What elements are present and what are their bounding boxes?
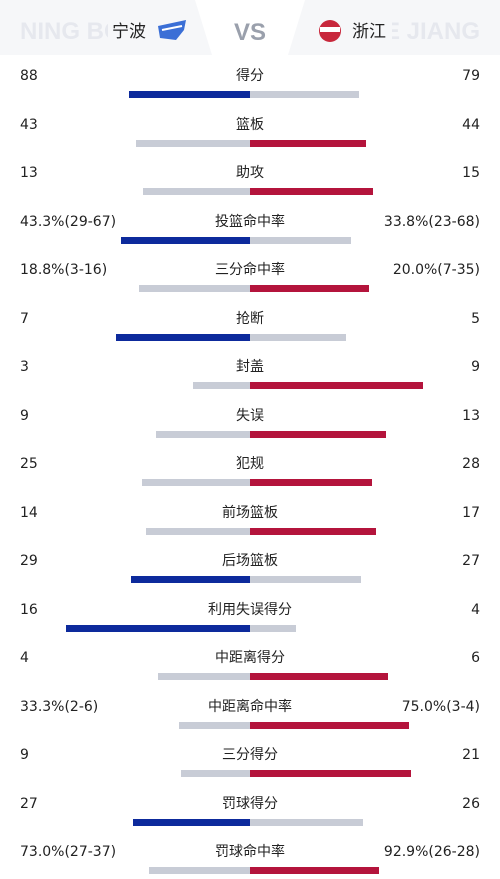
stat-label: 中距离得分: [215, 650, 285, 666]
away-value: 9: [471, 359, 480, 375]
home-value: 13: [20, 165, 38, 181]
vs: VS: [234, 19, 266, 46]
away-value: 17: [462, 504, 480, 521]
home-bar: [115, 333, 250, 341]
away-value: 75.0%(3-4): [401, 698, 480, 715]
home-name-bg: [108, 18, 152, 44]
away-bar: [250, 188, 374, 195]
away-bar: [250, 236, 351, 244]
home-value: 18.8%(3-16): [20, 262, 108, 278]
home-value: 3: [20, 359, 29, 375]
home-value: 29: [20, 553, 38, 569]
home-value: 43: [20, 116, 38, 133]
away-bar: [250, 91, 359, 98]
away-bar: [250, 333, 346, 341]
away-bar: [250, 139, 367, 147]
stat-label: 中距离命中率: [208, 698, 292, 715]
stat-label: 三分命中率: [215, 262, 285, 278]
home-value: 9: [20, 407, 29, 424]
stat-label: 利用失误得分: [208, 601, 292, 618]
home-value: 14: [20, 504, 38, 521]
home-value: 88: [20, 68, 38, 84]
stat-label: 后场篮板: [222, 553, 278, 569]
home-bar: [158, 673, 250, 680]
away-value: 28: [462, 456, 480, 472]
home-value: 9: [20, 747, 29, 763]
home-bar: [146, 527, 250, 535]
home-bg-text: NING BO: [20, 18, 123, 45]
away-bar: [250, 721, 410, 729]
stat-label: 犯规: [236, 456, 264, 472]
away-bar: [250, 818, 363, 826]
home-bar: [120, 236, 250, 244]
away-value: 27: [462, 553, 480, 569]
home-value: 16: [20, 601, 38, 618]
home-panel: [0, 0, 212, 55]
away-bar: [250, 430, 386, 438]
away-value: 26: [462, 795, 480, 812]
away-bar: [250, 382, 423, 389]
home-bar: [130, 576, 250, 583]
home-bar: [143, 188, 250, 195]
home-logo: [158, 20, 186, 40]
away-bar: [250, 285, 369, 292]
away-bar: [250, 673, 388, 680]
header: NING BO ZHE JIANG 宁波 VS 浙江: [0, 0, 500, 55]
home-value: 33.3%(2-6): [20, 698, 99, 715]
away-value: 15: [462, 165, 480, 181]
stat-label: 罚球命中率: [215, 844, 285, 860]
home-value: 7: [20, 310, 29, 327]
home-value: 4: [20, 650, 29, 666]
away-value: 13: [462, 407, 480, 424]
stat-label: 助攻: [236, 165, 264, 181]
away-value: 21: [462, 747, 480, 763]
stat-label: 三分得分: [222, 747, 278, 763]
away-bar: [250, 624, 296, 632]
away-value: 92.9%(26-28): [383, 844, 480, 860]
home-value: 27: [20, 795, 38, 812]
home-value: 73.0%(27-37): [20, 844, 117, 860]
home-value: 25: [20, 456, 38, 472]
away-value: 6: [471, 650, 480, 666]
stat-label: 失误: [236, 407, 264, 424]
home-bar: [132, 818, 250, 826]
home-bar: [181, 770, 250, 777]
away-value: 4: [471, 601, 480, 618]
away-bar: [250, 576, 361, 583]
home-value: 43.3%(29-67): [20, 213, 117, 230]
away-logo: [319, 20, 341, 42]
home-name: 宁波: [112, 22, 146, 42]
stat-label: 抢断: [236, 310, 264, 327]
away-name: 浙江: [352, 22, 386, 42]
home-bar: [66, 624, 250, 632]
home-bar: [138, 285, 250, 292]
away-value: 20.0%(7-35): [392, 262, 480, 278]
away-value: 5: [471, 310, 480, 327]
stat-label: 篮板: [236, 116, 264, 133]
away-bar: [250, 867, 379, 874]
away-bar: [250, 770, 411, 777]
away-bar: [250, 527, 377, 535]
stat-label: 得分: [236, 68, 264, 84]
home-bar: [136, 139, 250, 147]
home-bar: [148, 867, 250, 874]
away-value: 33.8%(23-68): [383, 213, 480, 230]
home-bar: [155, 430, 250, 438]
home-bar: [128, 91, 250, 98]
stat-label: 封盖: [236, 359, 264, 375]
stat-label: 投篮命中率: [215, 213, 285, 230]
away-value: 44: [462, 116, 480, 133]
away-value: 79: [462, 68, 480, 84]
stat-label: 罚球得分: [222, 795, 278, 812]
home-bar: [192, 382, 250, 389]
stat-label: 前场篮板: [222, 504, 278, 521]
away-bar: [250, 479, 372, 486]
home-bar: [179, 721, 250, 729]
home-bar: [141, 479, 250, 486]
